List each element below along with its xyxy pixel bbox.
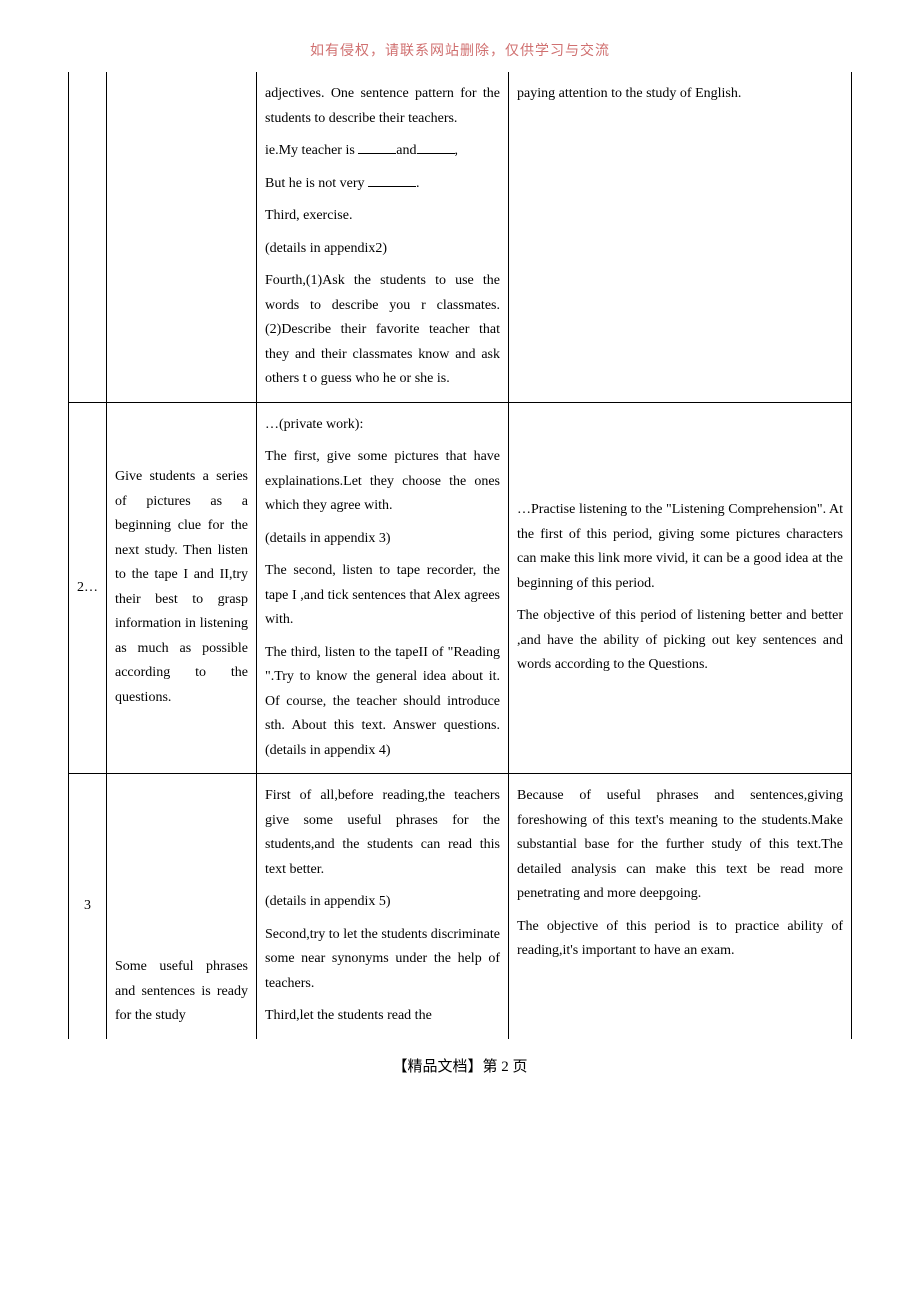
para: Because of useful phrases and sentences,… [517,784,843,907]
row-number: 2… [69,402,107,774]
para: …Practise listening to the "Listening Co… [517,498,843,596]
row-left [107,72,257,402]
para: The third, listen to the tapeII of "Read… [265,641,500,764]
para: The objective of this period of listenin… [517,604,843,678]
para: …(private work): [265,413,500,438]
para: The first, give some pictures that have … [265,445,500,519]
para: paying attention to the study of English… [517,82,843,107]
row-left: Some useful phrases and sentences is rea… [107,774,257,1039]
header-note: 如有侵权，请联系网站删除，仅供学习与交流 [68,40,852,60]
row-number: 3 [69,774,107,1039]
para: Fourth,(1)Ask the students to use the wo… [265,269,500,392]
para: But he is not very . [265,172,500,197]
para: First of all,before reading,the teachers… [265,784,500,882]
blank [358,140,396,154]
para: adjectives. One sentence pattern for the… [265,82,500,131]
page-footer: 【精品文档】第 2 页 [68,1055,852,1076]
blank [417,140,455,154]
para: The second, listen to tape recorder, the… [265,559,500,633]
row-left: Give students a series of pictures as a … [107,402,257,774]
table-row: 3 Some useful phrases and sentences is r… [69,774,852,1039]
lesson-table: adjectives. One sentence pattern for the… [68,72,852,1039]
para: Second,try to let the students discrimin… [265,923,500,997]
page-container: 如有侵权，请联系网站删除，仅供学习与交流 adjectives. One sen… [0,0,920,1106]
row-right: …Practise listening to the "Listening Co… [509,402,852,774]
para: (details in appendix 5) [265,890,500,915]
row-right: paying attention to the study of English… [509,72,852,402]
table-row: adjectives. One sentence pattern for the… [69,72,852,402]
para: ie.My teacher is and, [265,139,500,164]
para: Third,let the students read the [265,1004,500,1029]
row-mid: …(private work): The first, give some pi… [257,402,509,774]
para: Third, exercise. [265,204,500,229]
para: (details in appendix2) [265,237,500,262]
row-mid: adjectives. One sentence pattern for the… [257,72,509,402]
table-row: 2… Give students a series of pictures as… [69,402,852,774]
para: Give students a series of pictures as a … [115,465,248,710]
row-right: Because of useful phrases and sentences,… [509,774,852,1039]
row-number [69,72,107,402]
para: Some useful phrases and sentences is rea… [115,955,248,1029]
blank [368,173,416,187]
row-mid: First of all,before reading,the teachers… [257,774,509,1039]
para: (details in appendix 3) [265,527,500,552]
para: The objective of this period is to pract… [517,915,843,964]
